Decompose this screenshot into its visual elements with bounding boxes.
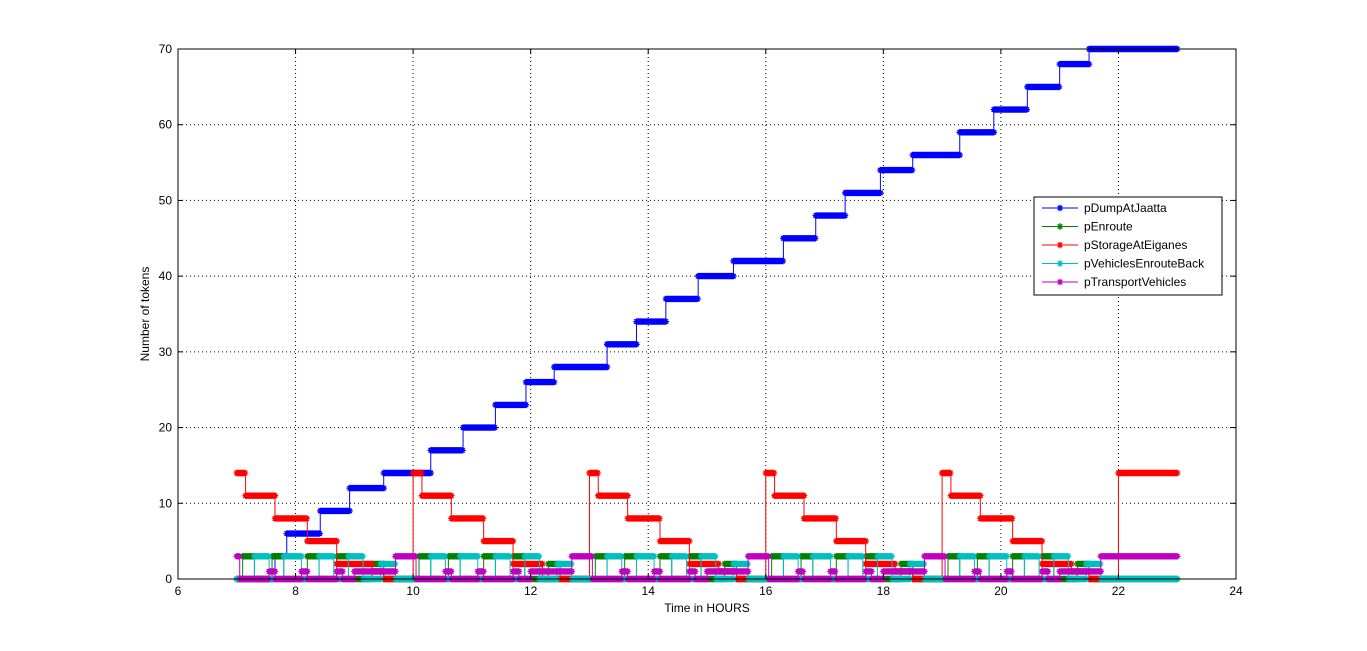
y-tick-label: 0 — [165, 572, 172, 586]
legend-label: pDumpAtJaatta — [1084, 201, 1167, 215]
x-tick-label: 14 — [642, 584, 656, 598]
legend: pDumpAtJaatta pEnroute pStorageAtEiganes pV… — [1033, 196, 1223, 296]
legend-swatch-marker — [1056, 260, 1064, 267]
y-tick-label: 40 — [159, 269, 173, 283]
legend-box — [1033, 196, 1223, 296]
x-tick-label: 10 — [406, 584, 420, 598]
legend-entry: pEnroute — [1042, 220, 1133, 234]
x-tick-label: 24 — [1229, 584, 1243, 598]
legend-swatch-marker — [1056, 204, 1064, 212]
legend-entry: pVehiclesEnrouteBack — [1042, 257, 1205, 271]
x-tick-label: 20 — [994, 584, 1008, 598]
legend-entry: pStorageAtEiganes — [1042, 238, 1187, 252]
x-tick-label: 8 — [292, 584, 299, 598]
grid — [178, 49, 1236, 579]
x-axis-label: Time in HOURS — [664, 601, 750, 615]
x-tick-label: 12 — [524, 584, 538, 598]
legend-swatch-marker — [1056, 278, 1064, 286]
legend-label: pEnroute — [1084, 220, 1133, 234]
series-pDumpAtJaatta — [233, 45, 1181, 583]
legend-label: pTransportVehicles — [1084, 275, 1186, 289]
y-tick-label: 20 — [159, 421, 173, 435]
y-tick-label: 50 — [159, 193, 173, 207]
y-tick-label: 70 — [159, 42, 173, 56]
legend-swatch-marker — [1056, 241, 1064, 249]
legend-label: pStorageAtEiganes — [1084, 238, 1187, 252]
y-tick-label: 60 — [159, 118, 173, 132]
axis-ticks: 6 8 10 12 14 16 18 20 22 24 0 10 20 30 40 50 60 70 — [159, 42, 1243, 598]
x-tick-label: 18 — [877, 584, 891, 598]
y-tick-label: 10 — [159, 496, 173, 510]
legend-entry: pDumpAtJaatta — [1042, 201, 1167, 215]
x-tick-label: 22 — [1112, 584, 1126, 598]
y-axis-label: Number of tokens — [138, 267, 152, 362]
legend-label: pVehiclesEnrouteBack — [1084, 257, 1205, 271]
plot-frame — [177, 48, 1237, 580]
legend-swatch-marker — [1056, 223, 1064, 230]
legend-entry: pTransportVehicles — [1042, 275, 1186, 289]
x-tick-label: 6 — [175, 584, 182, 598]
plot-area — [178, 49, 1236, 579]
x-tick-label: 16 — [759, 584, 773, 598]
y-tick-label: 30 — [159, 345, 173, 359]
